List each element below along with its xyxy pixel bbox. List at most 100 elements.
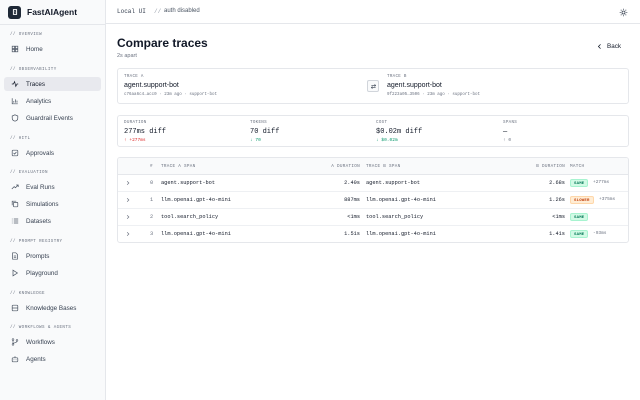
chevron-right-icon[interactable] xyxy=(125,197,131,203)
sidebar-item-label: Agents xyxy=(26,355,46,363)
sidebar-item-label: Guardrail Events xyxy=(26,114,73,122)
section-title-evaluation: // EVALUATION xyxy=(10,171,48,175)
section-title-workflows-agents: // WORKFLOWS & AGENTS xyxy=(10,326,72,330)
sidebar-item-datasets[interactable]: Datasets xyxy=(4,214,101,228)
topbar: Local UI // auth disabled xyxy=(106,0,640,24)
trace-a-span-name: tool.search_policy xyxy=(161,214,219,220)
sidebar-item-label: Workflows xyxy=(26,338,55,346)
shield-icon xyxy=(11,114,19,122)
sidebar-item-label: Prompts xyxy=(26,252,50,260)
trace-a-span-name: agent.support-bot xyxy=(161,180,216,186)
match-badge: SAME xyxy=(570,230,589,238)
check-square-icon xyxy=(11,149,19,157)
column-header-trace-a-span: TRACE A SPAN xyxy=(161,164,196,169)
trace-b-label: TRACE B xyxy=(387,75,407,79)
duration-delta: +277ms xyxy=(593,180,610,185)
sidebar-item-playground[interactable]: Playground xyxy=(4,266,101,280)
trace-b-meta: 9f223a05…3506 · 23m ago · support-bot xyxy=(387,93,480,97)
span-index: 2 xyxy=(150,214,154,220)
stat-label: SPANS xyxy=(503,121,518,125)
span-index: 1 xyxy=(150,197,154,203)
play-icon xyxy=(11,269,19,277)
sidebar-item-label: Approvals xyxy=(26,149,55,157)
span-comparison-table: # TRACE A SPAN A DURATION TRACE B SPAN B… xyxy=(117,157,629,243)
trace-b-name[interactable]: agent.support-bot xyxy=(387,82,442,89)
stat-label: COST xyxy=(376,121,388,125)
sidebar-item-analytics[interactable]: Analytics xyxy=(4,94,101,108)
logo-icon xyxy=(8,5,21,19)
swap-icon xyxy=(370,83,376,89)
table-row[interactable]: 2 tool.search_policy <1ms tool.search_po… xyxy=(118,209,628,226)
trace-a-span-name: llm.openai.gpt-4o-mini xyxy=(161,197,231,203)
section-title-overview: // OVERVIEW xyxy=(10,33,43,37)
column-header-index: # xyxy=(150,164,153,169)
trace-a-meta: c76aa6c4…acc0 · 23m ago · support-bot xyxy=(124,93,217,97)
home-icon xyxy=(11,45,19,53)
sidebar-item-label: Datasets xyxy=(26,217,51,225)
sidebar-item-label: Simulations xyxy=(26,200,59,208)
a-duration: <1ms xyxy=(347,214,360,220)
swap-traces-button[interactable] xyxy=(367,80,379,92)
stat-delta: ↓ $0.02m xyxy=(376,138,398,143)
sidebar-item-agents[interactable]: Agents xyxy=(4,352,101,366)
bar-chart-icon xyxy=(11,97,19,105)
chevron-right-icon[interactable] xyxy=(125,231,131,237)
stat-value: $0.02m diff xyxy=(376,128,423,136)
column-header-trace-b-span: TRACE B SPAN xyxy=(366,164,401,169)
table-row[interactable]: 0 agent.support-bot 2.40s agent.support-… xyxy=(118,175,628,192)
trace-a-name[interactable]: agent.support-bot xyxy=(124,82,179,89)
section-title-prompt-registry: // PROMPT REGISTRY xyxy=(10,240,63,244)
sidebar-item-home[interactable]: Home xyxy=(4,42,101,56)
page-title: Compare traces xyxy=(117,36,208,50)
table-header: # TRACE A SPAN A DURATION TRACE B SPAN B… xyxy=(118,158,628,175)
sidebar-item-label: Playground xyxy=(26,269,58,277)
copy-icon xyxy=(11,200,19,208)
section-title-knowledge: // KNOWLEDGE xyxy=(10,292,45,296)
sidebar-item-traces[interactable]: Traces xyxy=(4,77,101,91)
match-badge: SLOWER xyxy=(570,196,594,204)
sidebar-item-guardrail-events[interactable]: Guardrail Events xyxy=(4,111,101,125)
sidebar-item-simulations[interactable]: Simulations xyxy=(4,197,101,211)
page-subtitle: 2s apart xyxy=(117,53,137,59)
list-icon xyxy=(11,217,19,225)
column-header-a-duration: A DURATION xyxy=(331,164,360,169)
stat-delta: ↑ +277ms xyxy=(124,138,146,143)
trace-b-span-name: agent.support-bot xyxy=(366,180,421,186)
duration-delta: +375ms xyxy=(599,197,616,202)
topbar-separator: // xyxy=(154,8,162,15)
trace-a-label: TRACE A xyxy=(124,75,144,79)
sidebar-item-knowledge-bases[interactable]: Knowledge Bases xyxy=(4,301,101,315)
table-row[interactable]: 1 llm.openai.gpt-4o-mini 887ms llm.opena… xyxy=(118,192,628,209)
trace-selector-card: TRACE A agent.support-bot c76aa6c4…acc0 … xyxy=(117,68,629,104)
stat-value: 277ms diff xyxy=(124,128,167,136)
trace-b-span-name: llm.openai.gpt-4o-mini xyxy=(366,231,436,237)
span-index: 3 xyxy=(150,231,154,237)
trace-a-span-name: llm.openai.gpt-4o-mini xyxy=(161,231,231,237)
sidebar-divider xyxy=(0,24,106,25)
theme-toggle-button[interactable] xyxy=(618,7,628,17)
sidebar-item-prompts[interactable]: Prompts xyxy=(4,249,101,263)
chevron-left-icon xyxy=(597,44,601,49)
back-button[interactable]: Back xyxy=(596,43,621,50)
duration-delta: -93ms xyxy=(593,231,607,236)
stat-label: DURATION xyxy=(124,121,147,125)
b-duration: 2.68s xyxy=(549,180,565,186)
sidebar-item-workflows[interactable]: Workflows xyxy=(4,335,101,349)
sidebar-item-label: Analytics xyxy=(26,97,52,105)
stat-delta: ↓ 70 xyxy=(250,138,261,143)
sidebar: FastAIAgent // OVERVIEW Home // OBSERVAB… xyxy=(0,0,106,400)
table-row[interactable]: 3 llm.openai.gpt-4o-mini 1.51s llm.opena… xyxy=(118,226,628,242)
environment-label: Local UI xyxy=(117,8,146,15)
a-duration: 887ms xyxy=(344,197,360,203)
sidebar-item-label: Knowledge Bases xyxy=(26,304,77,312)
chevron-right-icon[interactable] xyxy=(125,214,131,220)
git-branch-icon xyxy=(11,338,19,346)
sidebar-item-label: Traces xyxy=(26,80,46,88)
section-title-observability: // OBSERVABILITY xyxy=(10,68,57,72)
bot-icon xyxy=(11,355,19,363)
chevron-right-icon[interactable] xyxy=(125,180,131,186)
sidebar-item-approvals[interactable]: Approvals xyxy=(4,146,101,160)
sidebar-item-label: Home xyxy=(26,45,43,53)
brand[interactable]: FastAIAgent xyxy=(8,5,77,19)
sidebar-item-eval-runs[interactable]: Eval Runs xyxy=(4,180,101,194)
